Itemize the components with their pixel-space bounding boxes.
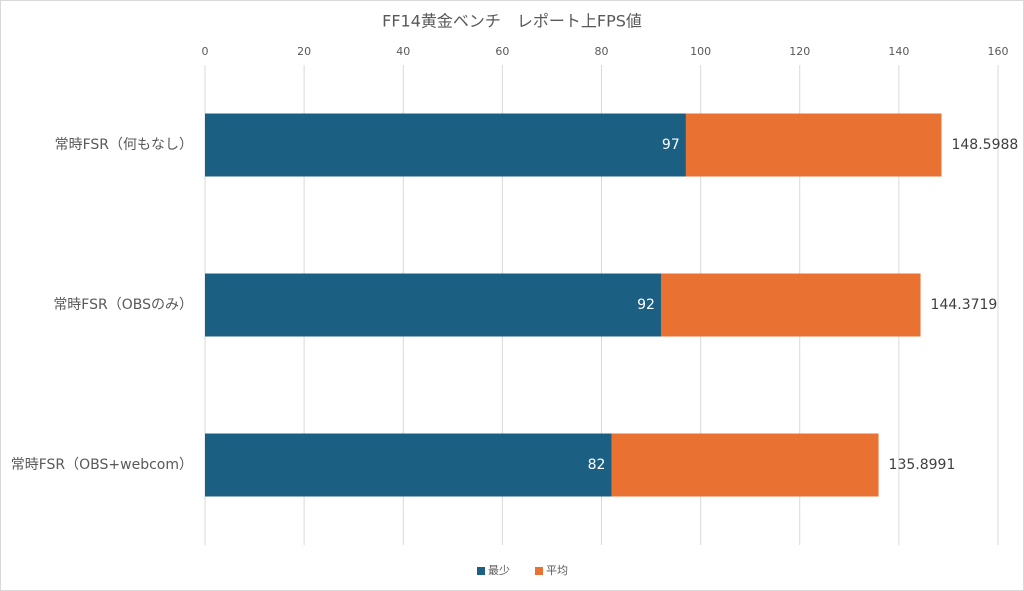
- legend-swatch: [477, 567, 485, 575]
- y-tick-label: 常時FSR（OBS+webcom）: [11, 457, 193, 473]
- data-label: 144.3719: [931, 297, 998, 313]
- data-label: 135.8991: [889, 457, 956, 473]
- x-tick-label: 140: [888, 45, 909, 58]
- bar: [205, 273, 661, 337]
- x-tick-label: 0: [202, 45, 209, 58]
- bar: [205, 113, 686, 177]
- y-tick-label: 常時FSR（OBSのみ）: [53, 297, 193, 313]
- y-tick-label: 常時FSR（何もなし）: [55, 137, 193, 153]
- legend-label: 最少: [488, 564, 510, 577]
- bar: [205, 433, 612, 497]
- data-label: 148.5988: [951, 137, 1018, 153]
- x-tick-label: 80: [595, 45, 609, 58]
- legend-label: 平均: [546, 564, 568, 577]
- chart-title: FF14黄金ベンチ レポート上FPS値: [382, 12, 642, 31]
- x-tick-label: 40: [396, 45, 410, 58]
- x-tick-label: 60: [495, 45, 509, 58]
- data-label: 82: [588, 457, 606, 473]
- x-tick-label: 100: [690, 45, 711, 58]
- x-tick-label: 160: [988, 45, 1009, 58]
- data-label: 92: [637, 297, 655, 313]
- x-tick-label: 20: [297, 45, 311, 58]
- data-label: 97: [662, 137, 680, 153]
- x-tick-label: 120: [789, 45, 810, 58]
- legend-swatch: [535, 567, 543, 575]
